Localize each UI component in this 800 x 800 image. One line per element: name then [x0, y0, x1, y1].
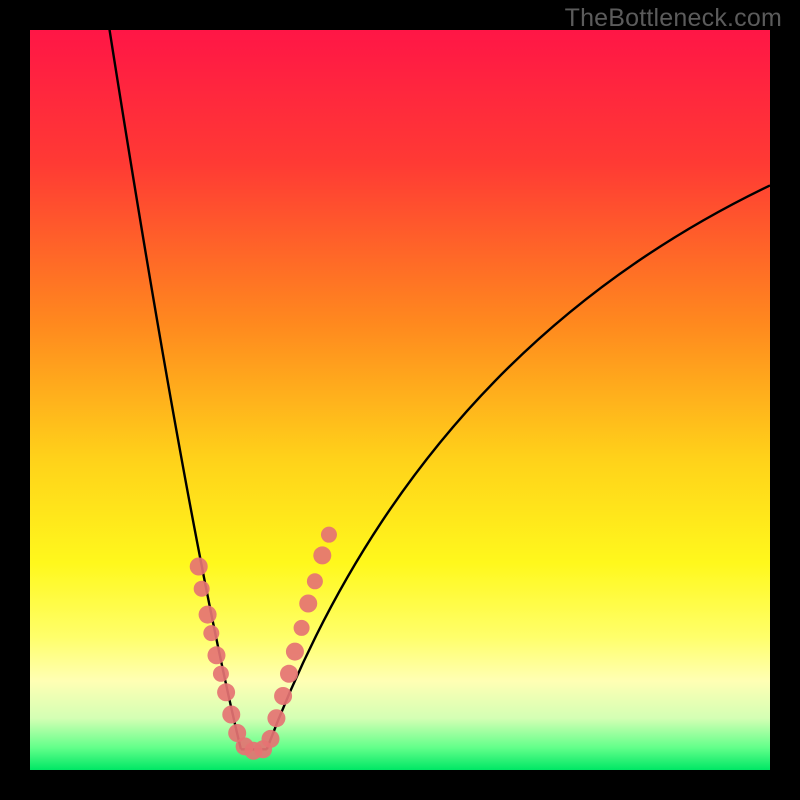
- data-marker: [190, 558, 208, 576]
- data-marker: [321, 527, 337, 543]
- data-marker: [267, 709, 285, 727]
- data-marker: [294, 620, 310, 636]
- data-marker: [274, 687, 292, 705]
- data-marker: [203, 625, 219, 641]
- data-marker: [286, 643, 304, 661]
- chart-container: TheBottleneck.com: [0, 0, 800, 800]
- data-marker: [194, 581, 210, 597]
- data-marker: [222, 706, 240, 724]
- data-marker: [213, 666, 229, 682]
- data-marker: [299, 595, 317, 613]
- watermark-text: TheBottleneck.com: [565, 4, 782, 33]
- data-marker: [217, 683, 235, 701]
- data-marker: [199, 606, 217, 624]
- data-marker: [307, 573, 323, 589]
- bottleneck-plot: [30, 30, 770, 770]
- data-marker: [280, 665, 298, 683]
- data-marker: [207, 646, 225, 664]
- gradient-background: [30, 30, 770, 770]
- data-marker: [262, 730, 280, 748]
- data-marker: [313, 546, 331, 564]
